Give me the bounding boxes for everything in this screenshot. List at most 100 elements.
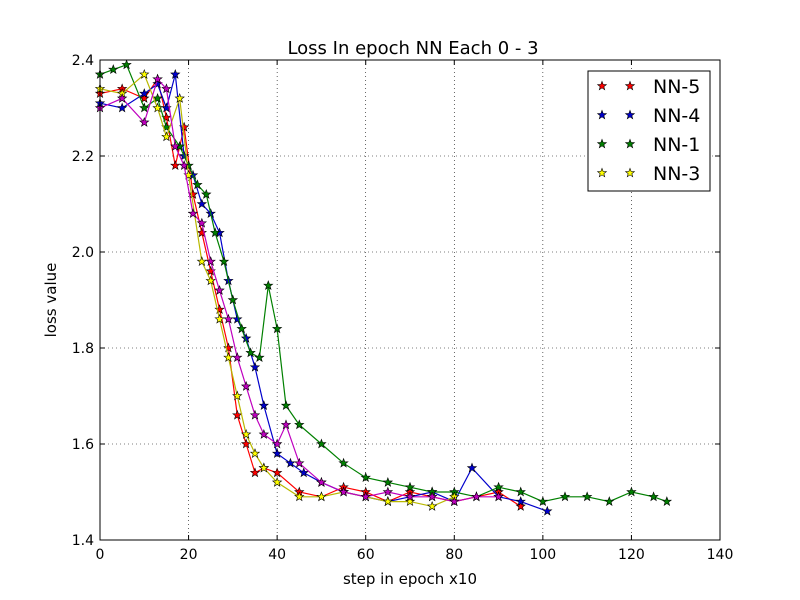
data-point <box>426 491 438 502</box>
data-point <box>604 496 615 507</box>
data-point <box>196 256 208 267</box>
data-point <box>581 491 593 502</box>
data-point <box>214 313 225 324</box>
data-point <box>661 496 673 507</box>
data-point <box>426 500 438 511</box>
data-point <box>360 491 371 502</box>
data-point <box>258 400 270 411</box>
legend-entry-nn-1: NN-1 <box>596 134 700 156</box>
data-point <box>214 284 225 295</box>
data-point <box>515 496 526 507</box>
data-point <box>258 462 270 473</box>
x-tick-label: 60 <box>357 547 375 563</box>
data-point <box>152 92 163 103</box>
data-point <box>218 256 230 267</box>
data-point <box>382 476 394 487</box>
series-layer <box>94 59 673 516</box>
x-tick-label: 100 <box>529 547 556 563</box>
legend-entry-nn-5: NN-5 <box>596 76 700 98</box>
x-axis-ticks: 0 20 40 60 80 100 120 140 <box>96 60 734 563</box>
data-point <box>294 491 305 502</box>
data-point <box>298 467 309 478</box>
x-tick-label: 20 <box>180 547 198 563</box>
legend: NN-5 NN-4 NN-1 NN-3 <box>587 70 711 192</box>
data-point <box>559 491 571 502</box>
data-point <box>404 491 416 502</box>
data-point <box>196 198 208 209</box>
data-point <box>515 486 526 497</box>
legend-label: NN-3 <box>653 163 700 185</box>
data-point <box>382 486 394 497</box>
data-point <box>201 188 212 199</box>
legend-marker <box>624 167 636 178</box>
data-point <box>271 438 283 449</box>
data-point <box>360 472 371 483</box>
series-line <box>99 78 499 503</box>
y-axis-ticks: 1.4 1.6 1.8 2.0 2.2 2.4 <box>72 53 720 549</box>
data-point <box>316 438 327 449</box>
data-point <box>205 256 216 267</box>
data-point <box>382 496 394 507</box>
data-point <box>232 390 243 401</box>
data-point <box>205 265 216 276</box>
data-point <box>280 400 292 411</box>
data-point <box>205 275 216 286</box>
x-tick-label: 40 <box>268 547 286 563</box>
data-point <box>542 505 553 516</box>
legend-marker <box>596 80 608 91</box>
data-point <box>121 59 132 70</box>
data-point <box>316 476 327 487</box>
data-point <box>404 496 416 507</box>
data-point <box>170 160 181 171</box>
data-point <box>294 419 305 430</box>
data-point <box>139 102 150 113</box>
data-point <box>161 131 172 142</box>
legend-marker <box>624 109 636 120</box>
data-point <box>249 409 261 420</box>
legend-entry-nn-3: NN-3 <box>596 163 700 185</box>
data-point <box>449 496 460 507</box>
data-point <box>245 347 256 358</box>
data-point <box>170 140 181 151</box>
y-tick-label: 2.2 <box>72 149 94 165</box>
series-line <box>99 74 548 512</box>
data-point <box>626 486 637 497</box>
data-point <box>139 92 150 103</box>
y-axis-label: loss value <box>42 263 60 338</box>
data-point <box>196 217 208 228</box>
data-point <box>139 68 150 79</box>
data-point <box>249 361 261 372</box>
data-point <box>214 304 225 315</box>
data-point <box>271 448 283 459</box>
series-unlabeled <box>94 73 504 507</box>
legend-entry-nn-4: NN-4 <box>596 105 700 127</box>
x-tick-label: 0 <box>96 547 105 563</box>
legend-label: NN-5 <box>653 76 700 98</box>
data-point <box>232 409 243 420</box>
data-point <box>240 428 252 439</box>
data-point <box>108 64 119 75</box>
series-nn-5 <box>94 73 526 511</box>
data-point <box>258 428 270 439</box>
data-point <box>338 457 349 468</box>
data-point <box>139 88 150 99</box>
data-point <box>254 352 265 363</box>
series-line <box>99 77 522 507</box>
x-tick-label: 140 <box>707 547 734 563</box>
chart-title: Loss In epoch NN Each 0 - 3 <box>287 38 538 59</box>
legend-marker <box>596 138 608 149</box>
data-point <box>178 160 190 171</box>
data-point <box>249 467 261 478</box>
data-point <box>232 352 243 363</box>
legend-marker <box>624 138 636 149</box>
legend-marker <box>596 167 608 178</box>
data-point <box>170 68 181 79</box>
data-point <box>271 323 283 334</box>
data-point <box>116 102 128 113</box>
legend-label: NN-1 <box>653 134 700 156</box>
data-point <box>515 500 526 511</box>
x-axis-label: step in epoch x10 <box>343 570 477 588</box>
data-point <box>116 92 128 103</box>
